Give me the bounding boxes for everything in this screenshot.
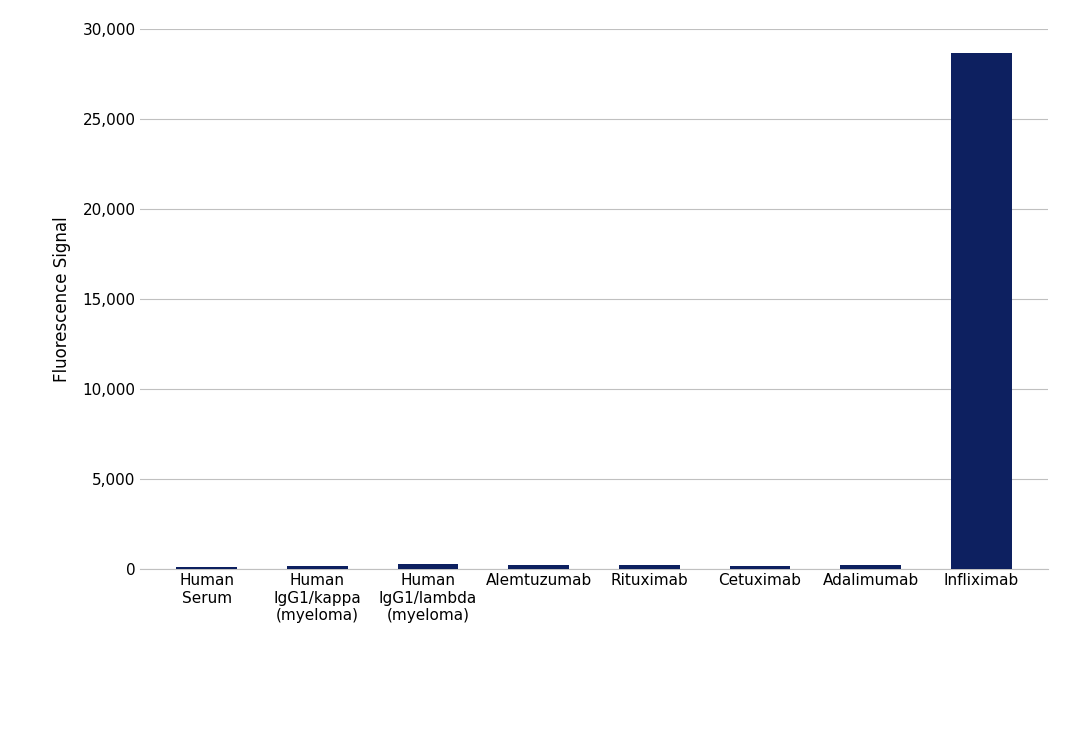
Bar (950, 52, 1012, 569)
Y-axis label: Fluorescence Signal: Fluorescence Signal (53, 216, 71, 382)
Bar (397, 564, 459, 569)
Bar (176, 567, 238, 569)
Bar (287, 566, 348, 569)
Bar (509, 565, 569, 569)
Bar (729, 566, 791, 569)
Bar (840, 565, 901, 569)
Bar (619, 566, 679, 569)
